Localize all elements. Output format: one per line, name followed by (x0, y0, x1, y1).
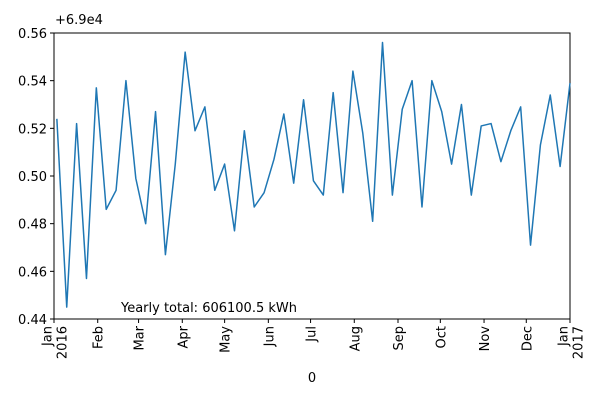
y-tick-label: 0.50 (18, 170, 47, 185)
x-tick-label: Feb (92, 326, 107, 349)
x-tick-label: Aug (348, 326, 363, 351)
annotation: Yearly total: 606100.5 kWh (120, 301, 297, 316)
x-tick-label: Jul (305, 326, 320, 343)
y-tick-label: 0.44 (18, 313, 47, 328)
plot-frame (53, 32, 571, 320)
x-tick-label: Nov (478, 326, 493, 352)
y-tick-label: 0.56 (18, 27, 47, 42)
y-tick-label: 0.54 (18, 75, 47, 90)
line-series (56, 41, 571, 308)
x-tick-label: Jan2017 (557, 326, 587, 359)
x-tick-label: Mar (133, 325, 148, 350)
x-axis-label: 0 (308, 371, 316, 386)
x-tick-label: Jun (262, 326, 277, 347)
x-tick-label: Jan2016 (41, 326, 71, 359)
x-tick-label: Sep (392, 326, 407, 351)
x-tick-label: Oct (434, 326, 449, 348)
x-tick-label: Dec (520, 326, 535, 351)
y-tick-label: 0.48 (18, 218, 47, 233)
x-tick-label: Apr (176, 325, 191, 348)
x-tick-label: May (219, 326, 234, 353)
y-tick-label: 0.46 (18, 265, 47, 280)
offset-label: +6.9e4 (55, 13, 103, 28)
y-tick-label: 0.52 (18, 122, 47, 137)
